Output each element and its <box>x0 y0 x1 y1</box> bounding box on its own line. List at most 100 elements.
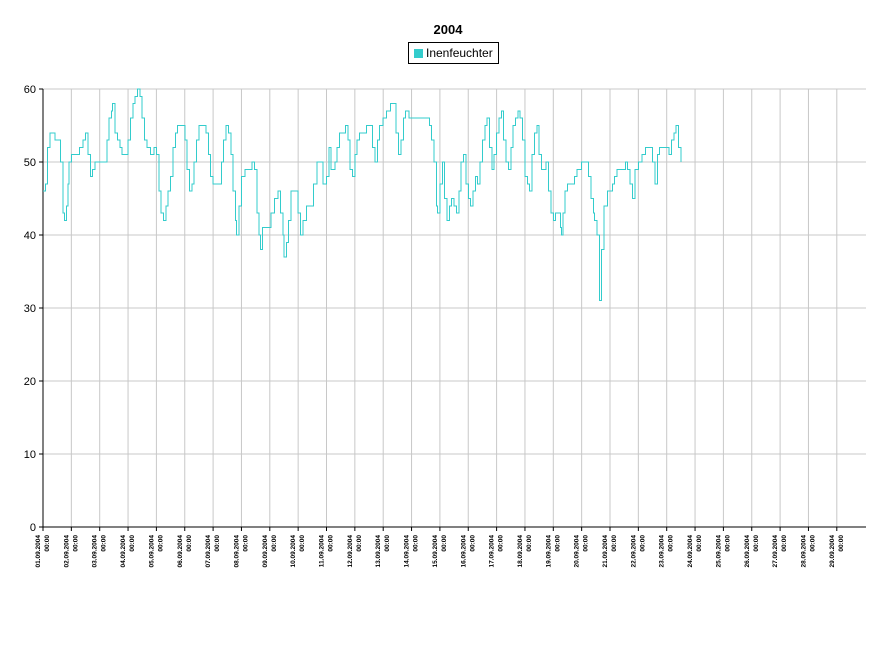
x-tick-label: 04.09.2004 00:00 <box>120 535 136 568</box>
x-tick-time: 00:00 <box>639 535 646 552</box>
x-tick-time: 00:00 <box>356 535 363 552</box>
x-tick-label: 28.09.2004 00:00 <box>800 535 816 568</box>
x-tick-label: 20.09.2004 00:00 <box>574 535 590 568</box>
x-tick-time: 00:00 <box>809 535 816 552</box>
x-tick-date: 13.09.2004 <box>375 535 382 568</box>
y-tick-label: 30 <box>24 303 36 315</box>
x-tick-date: 16.09.2004 <box>460 535 467 568</box>
x-tick-label: 08.09.2004 00:00 <box>233 535 249 568</box>
x-tick-time: 00:00 <box>526 535 533 552</box>
x-tick-date: 29.09.2004 <box>829 535 836 568</box>
x-tick-label: 10.09.2004 00:00 <box>290 535 306 568</box>
x-tick-time: 00:00 <box>384 535 391 552</box>
x-tick-date: 22.09.2004 <box>630 535 637 568</box>
x-tick-date: 01.09.2004 <box>35 535 42 568</box>
y-tick-label: 0 <box>30 522 36 534</box>
x-tick-label: 19.09.2004 00:00 <box>545 535 561 568</box>
x-tick-date: 27.09.2004 <box>772 535 779 568</box>
x-tick-date: 14.09.2004 <box>404 535 411 568</box>
x-tick-date: 23.09.2004 <box>659 535 666 568</box>
x-tick-date: 12.09.2004 <box>347 535 354 568</box>
x-tick-time: 00:00 <box>469 535 476 552</box>
legend-swatch <box>414 48 423 58</box>
x-tick-date: 28.09.2004 <box>800 535 807 568</box>
x-tick-label: 07.09.2004 00:00 <box>205 535 221 568</box>
x-tick-date: 09.09.2004 <box>262 535 269 568</box>
x-tick-label: 13.09.2004 00:00 <box>375 535 391 568</box>
x-tick-date: 06.09.2004 <box>177 535 184 568</box>
legend: Inenfeuchter <box>408 42 499 64</box>
x-tick-date: 25.09.2004 <box>715 535 722 568</box>
x-tick-time: 00:00 <box>157 535 164 552</box>
x-tick-time: 00:00 <box>724 535 731 552</box>
x-tick-time: 00:00 <box>299 535 306 552</box>
legend-label: Inenfeuchter <box>426 46 493 60</box>
x-tick-label: 21.09.2004 00:00 <box>602 535 618 568</box>
x-tick-label: 12.09.2004 00:00 <box>347 535 363 568</box>
x-tick-label: 27.09.2004 00:00 <box>772 535 788 568</box>
x-tick-label: 18.09.2004 00:00 <box>517 535 533 568</box>
x-tick-time: 00:00 <box>753 535 760 552</box>
x-tick-date: 15.09.2004 <box>432 535 439 568</box>
x-tick-label: 03.09.2004 00:00 <box>92 535 108 568</box>
x-tick-time: 00:00 <box>668 535 675 552</box>
x-tick-label: 01.09.2004 00:00 <box>35 535 51 568</box>
y-tick-label: 60 <box>24 84 36 96</box>
x-tick-label: 15.09.2004 00:00 <box>432 535 448 568</box>
x-tick-time: 00:00 <box>781 535 788 552</box>
chart-title: 2004 <box>433 22 463 37</box>
x-tick-date: 07.09.2004 <box>205 535 212 568</box>
x-tick-time: 00:00 <box>498 535 505 552</box>
x-tick-date: 03.09.2004 <box>92 535 99 568</box>
x-tick-time: 00:00 <box>441 535 448 552</box>
x-tick-time: 00:00 <box>583 535 590 552</box>
y-tick-label: 50 <box>24 157 36 169</box>
x-tick-label: 24.09.2004 00:00 <box>687 535 703 568</box>
x-tick-label: 14.09.2004 00:00 <box>404 535 420 568</box>
x-tick-date: 05.09.2004 <box>148 535 155 568</box>
x-tick-label: 05.09.2004 00:00 <box>148 535 164 568</box>
x-tick-date: 21.09.2004 <box>602 535 609 568</box>
x-tick-time: 00:00 <box>328 535 335 552</box>
x-tick-date: 20.09.2004 <box>574 535 581 568</box>
x-tick-date: 19.09.2004 <box>545 535 552 568</box>
x-tick-label: 02.09.2004 00:00 <box>63 535 79 568</box>
x-tick-time: 00:00 <box>101 535 108 552</box>
x-tick-time: 00:00 <box>611 535 618 552</box>
series-line <box>43 88 682 302</box>
x-tick-time: 00:00 <box>214 535 221 552</box>
x-tick-time: 00:00 <box>129 535 136 552</box>
x-tick-date: 04.09.2004 <box>120 535 127 568</box>
x-tick-label: 25.09.2004 00:00 <box>715 535 731 568</box>
x-tick-date: 10.09.2004 <box>290 535 297 568</box>
x-tick-date: 18.09.2004 <box>517 535 524 568</box>
x-tick-time: 00:00 <box>413 535 420 552</box>
x-tick-label: 23.09.2004 00:00 <box>659 535 675 568</box>
y-tick-label: 10 <box>24 449 36 461</box>
x-tick-date: 24.09.2004 <box>687 535 694 568</box>
x-tick-label: 09.09.2004 00:00 <box>262 535 278 568</box>
x-tick-date: 08.09.2004 <box>233 535 240 568</box>
x-tick-time: 00:00 <box>186 535 193 552</box>
x-tick-date: 11.09.2004 <box>319 535 326 568</box>
x-tick-time: 00:00 <box>554 535 561 552</box>
x-tick-label: 06.09.2004 00:00 <box>177 535 193 568</box>
x-tick-label: 16.09.2004 00:00 <box>460 535 476 568</box>
x-tick-time: 00:00 <box>72 535 79 552</box>
x-tick-label: 29.09.2004 00:00 <box>829 535 845 568</box>
x-tick-label: 17.09.2004 00:00 <box>489 535 505 568</box>
x-tick-date: 02.09.2004 <box>63 535 70 568</box>
y-tick-label: 20 <box>24 376 36 388</box>
x-tick-time: 00:00 <box>44 535 51 552</box>
x-tick-label: 26.09.2004 00:00 <box>744 535 760 568</box>
x-tick-time: 00:00 <box>271 535 278 552</box>
x-tick-label: 22.09.2004 00:00 <box>630 535 646 568</box>
x-tick-date: 26.09.2004 <box>744 535 751 568</box>
x-tick-time: 00:00 <box>242 535 249 552</box>
x-tick-date: 17.09.2004 <box>489 535 496 568</box>
y-tick-label: 40 <box>24 230 36 242</box>
x-tick-time: 00:00 <box>838 535 845 552</box>
x-tick-time: 00:00 <box>696 535 703 552</box>
